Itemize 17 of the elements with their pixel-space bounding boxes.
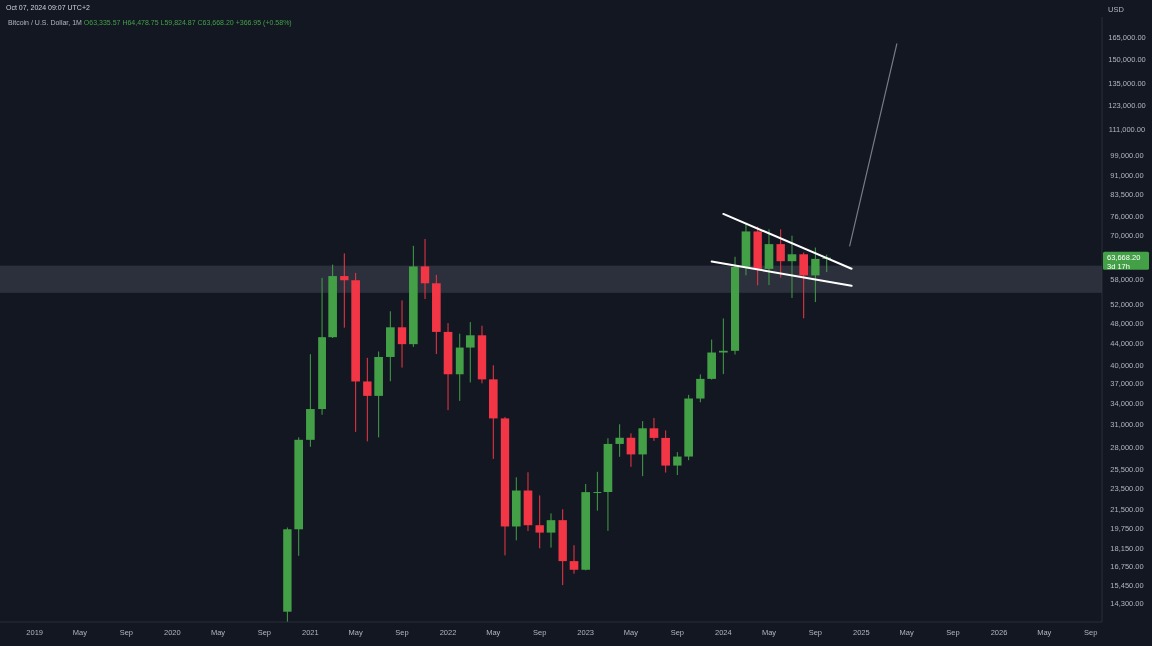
candlestick [787,235,797,299]
candlestick [569,544,579,575]
candlestick [363,357,372,442]
candlestick [811,247,820,303]
candlestick [397,299,407,369]
candlestick [420,238,430,300]
candlestick [649,417,659,442]
candlestick [535,494,544,549]
candlestick [615,423,624,458]
candlestick [696,373,705,403]
candlestick [546,512,556,549]
candlestick [673,451,682,476]
candlestick [776,228,785,279]
candlestick [465,321,475,383]
candlestick [593,471,602,512]
candlestick [340,252,349,329]
candlestick [799,252,809,319]
